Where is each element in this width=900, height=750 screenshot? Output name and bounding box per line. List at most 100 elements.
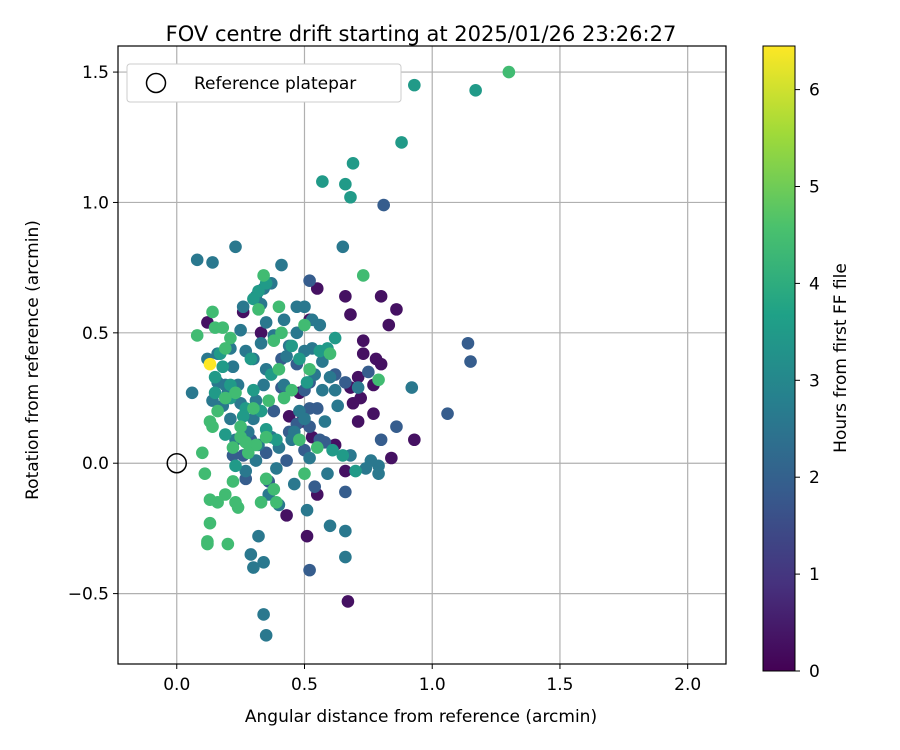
data-point [313,318,327,332]
data-point [349,464,362,478]
data-point [247,561,260,574]
data-point [287,477,301,491]
data-point [356,269,370,282]
data-point [293,352,306,366]
data-point [259,472,273,486]
y-axis-ticks: −0.5 0.0 0.5 1.0 1.5 [68,63,118,605]
data-point [339,376,352,389]
data-point [298,412,311,426]
data-point [224,331,237,345]
data-point [254,336,268,350]
data-point [226,360,240,374]
data-point [218,428,232,441]
data-point [236,300,250,314]
data-point [270,462,283,475]
data-point [339,485,352,499]
data-point [267,482,281,496]
data-point [351,415,365,428]
data-point [469,84,482,97]
colorbar-tick-label: 1 [809,565,820,585]
data-point [226,441,240,454]
legend-entry: Reference platepar [194,74,356,94]
data-point [441,407,454,420]
colorbar-label: Hours from first FF file [831,263,851,453]
data-point [346,157,360,170]
y-tick-label: 1.5 [82,63,109,83]
data-point [351,370,365,384]
x-tick-label: 2.0 [674,675,701,695]
data-point [331,399,344,413]
data-point [280,454,293,467]
data-point [300,529,314,543]
data-point [252,303,265,316]
data-point [252,529,265,543]
data-point [390,303,403,316]
data-point [280,509,293,522]
data-point [290,300,304,314]
data-point [254,496,268,509]
colorbar-tick-label: 4 [809,274,820,294]
y-axis-label: Rotation from reference (arcmin) [23,220,43,500]
data-point [257,378,270,392]
data-point [356,347,370,360]
data-point [272,363,286,376]
data-point [270,496,283,509]
data-point [339,177,352,191]
data-point [374,290,388,303]
data-point [346,396,360,410]
data-point [310,402,324,415]
data-point [218,488,232,501]
data-point [201,537,214,551]
data-point [323,519,337,533]
data-point [408,78,421,92]
data-point [310,282,324,295]
data-point [464,355,477,368]
data-point [206,256,219,269]
legend: Reference platepar [126,63,402,103]
data-point [367,407,380,420]
data-point [196,446,209,460]
data-point [239,436,253,449]
data-point [244,548,258,561]
data-point [229,386,242,400]
data-point [277,313,291,327]
data-point [282,409,296,423]
data-point [203,357,217,371]
data-point [239,464,253,478]
data-point [234,420,247,434]
data-point [259,430,273,444]
data-point [185,386,199,400]
data-point [298,467,311,480]
data-point [461,336,475,350]
data-point [328,383,342,397]
data-point [270,433,283,447]
y-tick-label: 0.5 [82,324,109,344]
data-point [321,467,334,480]
data-point [502,65,516,79]
colorbar-tick-label: 3 [809,371,820,391]
data-point [272,300,286,314]
x-tick-label: 0.5 [291,675,318,695]
data-point [275,258,288,272]
data-point [326,443,339,457]
data-point [206,305,219,319]
data-point [339,550,352,564]
data-point [249,454,263,467]
data-point [339,464,352,478]
data-point [203,516,217,530]
data-point [290,326,304,340]
data-point [339,524,352,538]
data-point [229,459,242,473]
data-point [247,412,260,426]
data-point [356,334,370,347]
data-point [259,316,273,329]
y-tick-label: −0.5 [68,585,109,605]
data-point [221,537,235,551]
data-point [341,595,355,608]
data-point [308,480,322,493]
data-point [323,347,337,360]
data-point [257,556,270,569]
reference-platepar-marker [166,452,188,474]
data-point [336,449,350,462]
